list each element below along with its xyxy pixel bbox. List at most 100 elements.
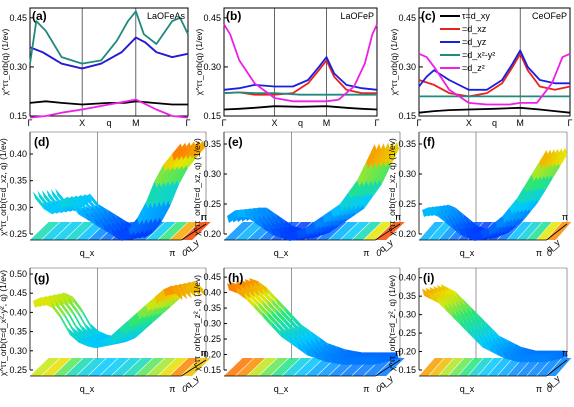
surface-patch: [240, 285, 251, 299]
floor-cell: [477, 358, 503, 376]
surface-patch: [366, 161, 377, 187]
surface-patch: [436, 210, 446, 223]
legend-label-z2: =d_z²: [462, 63, 485, 73]
surface-patch: [261, 222, 273, 235]
surface-patch: [370, 177, 382, 197]
surface-patch: [466, 316, 476, 331]
surface-patch: [41, 297, 53, 308]
surface-patch: [451, 310, 461, 326]
surface-patch: [357, 357, 369, 365]
surface-patch: [517, 186, 527, 205]
floor-cell: [41, 358, 72, 376]
surface-patch: [270, 320, 282, 337]
panel-label: (a): [32, 9, 47, 23]
surface-patch: [542, 149, 553, 169]
surface-patch: [146, 215, 158, 234]
surface-patch: [85, 212, 96, 225]
surface-patch: [185, 141, 197, 160]
floor-cell: [158, 358, 188, 376]
surface-patch: [81, 307, 93, 331]
surface-patch: [76, 207, 88, 220]
floor-cell: [507, 222, 533, 240]
surface-patch: [85, 339, 96, 349]
y-tick-label: 0.45: [398, 13, 416, 23]
floor-right-edge: [181, 359, 207, 377]
floor-cell: [517, 222, 542, 240]
surface-panel-f: 0.20 0.25 0.30 0.35 (f) χ^ττ_orb(τ=d_xz, q) (…: [387, 131, 572, 258]
floor-cell: [526, 222, 552, 240]
corner-label-pi: π: [536, 384, 542, 394]
z-tick-label: 0.40: [9, 307, 27, 317]
floor-cell: [282, 358, 312, 376]
surface-patch: [72, 309, 84, 333]
floor-cell: [123, 358, 153, 376]
surface-patch: [33, 191, 44, 209]
floor-contour: [30, 358, 211, 376]
surface-patch: [262, 288, 273, 305]
surface-patch: [227, 283, 238, 294]
series-line-xz: [29, 36, 189, 70]
surface-patch: [145, 297, 157, 312]
x-tick-label: Γ: [417, 118, 422, 128]
qx-axis-label: q_x: [80, 248, 95, 258]
floor-cell: [363, 222, 394, 240]
floor-cell: [305, 358, 335, 376]
surface-patch: [270, 309, 282, 326]
floor-cell: [111, 358, 141, 376]
floor-right-edge: [546, 359, 568, 377]
z-tick-label: 0.40: [398, 273, 416, 283]
floor-right-edge: [375, 359, 401, 377]
z-tick-label: 0.25: [398, 328, 416, 338]
floor-cell: [169, 222, 200, 240]
corner-label-zero: 0: [547, 248, 552, 258]
surface-patch: [261, 311, 273, 328]
surface-patch: [172, 285, 183, 301]
surface-patch: [59, 312, 70, 335]
floor-cell: [536, 358, 562, 376]
surface-patch: [283, 328, 295, 342]
surface-patch: [495, 216, 505, 229]
surface-patch: [283, 317, 295, 334]
z-tick-label: 0.25: [203, 199, 221, 209]
floor-cell: [88, 358, 118, 376]
surface-patch: [495, 347, 505, 359]
surface-patch: [111, 228, 122, 241]
surface-patch: [292, 334, 303, 349]
legend-label-xy: τ=d_xy: [462, 11, 490, 21]
surface-patch: [253, 282, 265, 296]
qx-axis-label: q_x: [274, 248, 289, 258]
x-tick-label: M: [516, 118, 524, 128]
surface-patch: [194, 140, 205, 158]
surface-patch: [67, 327, 79, 343]
surface-patch: [180, 142, 192, 160]
z-tick-label: 0.35: [398, 139, 416, 149]
floor-cell: [458, 358, 484, 376]
surface-patch: [455, 300, 465, 316]
surface-patch: [447, 302, 458, 317]
surface-patch: [128, 218, 140, 236]
z-tick-label: 0.15: [203, 365, 221, 375]
surface-patch: [46, 296, 57, 307]
surface-patch: [480, 321, 491, 337]
surface-patch: [462, 317, 472, 332]
surface-patch: [244, 284, 256, 298]
surface-patch: [176, 142, 188, 161]
surface-patch: [301, 332, 312, 346]
surface-patch: [313, 216, 325, 229]
x-tick-label: Γ: [222, 118, 227, 128]
surface-patch: [159, 178, 171, 208]
surface-patch: [473, 333, 483, 348]
panel-label: (c): [421, 9, 436, 23]
y-tick-label: 0.15: [9, 111, 27, 121]
y-tick-label: 0.15: [398, 111, 416, 121]
surface-patch: [63, 298, 75, 317]
surface-patch: [172, 162, 184, 186]
series-line-yz: [223, 56, 378, 91]
floor-cell: [224, 358, 254, 376]
surface-patch: [379, 159, 391, 185]
floor-cell: [293, 358, 324, 376]
surface-patch: [353, 179, 364, 199]
surface-patch: [85, 194, 97, 212]
